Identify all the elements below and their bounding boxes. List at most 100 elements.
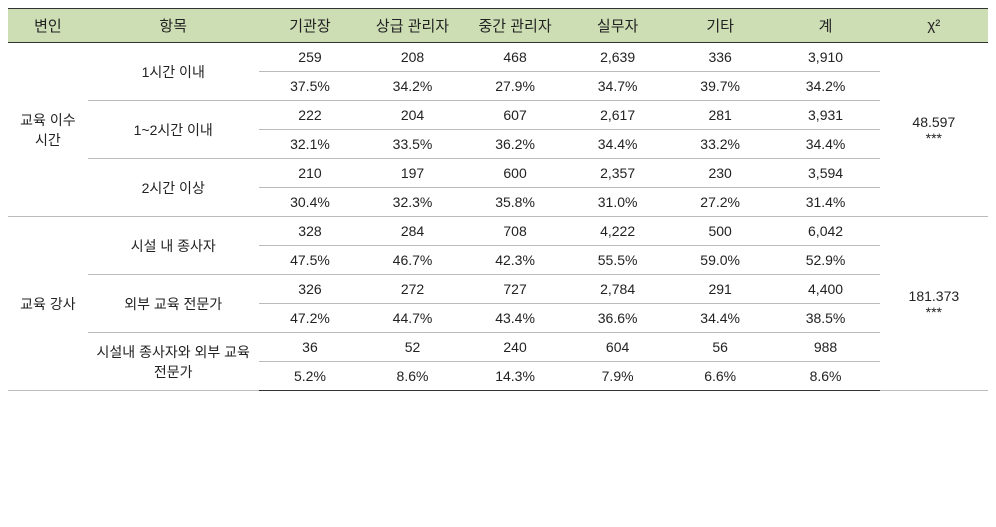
count-cell: 604 bbox=[566, 333, 669, 362]
header-row: 변인 항목 기관장 상급 관리자 중간 관리자 실무자 기타 계 χ² bbox=[8, 9, 988, 43]
header-col-5: 계 bbox=[771, 9, 879, 43]
table-row: 1~2시간 이내2222046072,6172813,931 bbox=[8, 101, 988, 130]
pct-cell: 33.2% bbox=[669, 130, 772, 159]
header-col-3: 실무자 bbox=[566, 9, 669, 43]
pct-cell: 46.7% bbox=[361, 246, 464, 275]
count-cell: 230 bbox=[669, 159, 772, 188]
count-cell: 328 bbox=[259, 217, 362, 246]
pct-cell: 31.4% bbox=[771, 188, 879, 217]
pct-cell: 30.4% bbox=[259, 188, 362, 217]
pct-cell: 27.9% bbox=[464, 72, 567, 101]
count-cell: 336 bbox=[669, 43, 772, 72]
count-cell: 208 bbox=[361, 43, 464, 72]
pct-cell: 35.8% bbox=[464, 188, 567, 217]
count-cell: 988 bbox=[771, 333, 879, 362]
item-cell: 시설 내 종사자 bbox=[88, 217, 259, 275]
item-cell: 2시간 이상 bbox=[88, 159, 259, 217]
pct-cell: 6.6% bbox=[669, 362, 772, 391]
header-col-2: 중간 관리자 bbox=[464, 9, 567, 43]
pct-cell: 34.2% bbox=[771, 72, 879, 101]
header-var: 변인 bbox=[8, 9, 88, 43]
count-cell: 3,910 bbox=[771, 43, 879, 72]
count-cell: 2,639 bbox=[566, 43, 669, 72]
count-cell: 222 bbox=[259, 101, 362, 130]
pct-cell: 34.4% bbox=[669, 304, 772, 333]
pct-cell: 34.4% bbox=[771, 130, 879, 159]
count-cell: 2,617 bbox=[566, 101, 669, 130]
item-cell: 1~2시간 이내 bbox=[88, 101, 259, 159]
table-body: 교육 이수 시간1시간 이내2592084682,6393363,91048.5… bbox=[8, 43, 988, 391]
pct-cell: 34.7% bbox=[566, 72, 669, 101]
header-col-4: 기타 bbox=[669, 9, 772, 43]
pct-cell: 47.2% bbox=[259, 304, 362, 333]
count-cell: 3,594 bbox=[771, 159, 879, 188]
var-cell: 교육 강사 bbox=[8, 217, 88, 391]
count-cell: 468 bbox=[464, 43, 567, 72]
count-cell: 291 bbox=[669, 275, 772, 304]
count-cell: 56 bbox=[669, 333, 772, 362]
pct-cell: 5.2% bbox=[259, 362, 362, 391]
header-chi: χ² bbox=[880, 9, 988, 43]
count-cell: 3,931 bbox=[771, 101, 879, 130]
count-cell: 281 bbox=[669, 101, 772, 130]
chi-cell: 181.373*** bbox=[880, 217, 988, 391]
pct-cell: 52.9% bbox=[771, 246, 879, 275]
header-col-0: 기관장 bbox=[259, 9, 362, 43]
count-cell: 284 bbox=[361, 217, 464, 246]
count-cell: 272 bbox=[361, 275, 464, 304]
table-row: 교육 이수 시간1시간 이내2592084682,6393363,91048.5… bbox=[8, 43, 988, 72]
count-cell: 52 bbox=[361, 333, 464, 362]
count-cell: 708 bbox=[464, 217, 567, 246]
count-cell: 4,400 bbox=[771, 275, 879, 304]
pct-cell: 32.3% bbox=[361, 188, 464, 217]
count-cell: 2,784 bbox=[566, 275, 669, 304]
chi-cell: 48.597*** bbox=[880, 43, 988, 217]
pct-cell: 32.1% bbox=[259, 130, 362, 159]
pct-cell: 47.5% bbox=[259, 246, 362, 275]
count-cell: 500 bbox=[669, 217, 772, 246]
table-row: 시설내 종사자와 외부 교육 전문가365224060456988 bbox=[8, 333, 988, 362]
count-cell: 600 bbox=[464, 159, 567, 188]
pct-cell: 7.9% bbox=[566, 362, 669, 391]
var-cell: 교육 이수 시간 bbox=[8, 43, 88, 217]
pct-cell: 38.5% bbox=[771, 304, 879, 333]
pct-cell: 8.6% bbox=[361, 362, 464, 391]
count-cell: 2,357 bbox=[566, 159, 669, 188]
item-cell: 외부 교육 전문가 bbox=[88, 275, 259, 333]
count-cell: 259 bbox=[259, 43, 362, 72]
count-cell: 204 bbox=[361, 101, 464, 130]
pct-cell: 14.3% bbox=[464, 362, 567, 391]
pct-cell: 36.2% bbox=[464, 130, 567, 159]
count-cell: 197 bbox=[361, 159, 464, 188]
count-cell: 6,042 bbox=[771, 217, 879, 246]
table-row: 2시간 이상2101976002,3572303,594 bbox=[8, 159, 988, 188]
table-row: 외부 교육 전문가3262727272,7842914,400 bbox=[8, 275, 988, 304]
count-cell: 210 bbox=[259, 159, 362, 188]
pct-cell: 34.4% bbox=[566, 130, 669, 159]
header-item: 항목 bbox=[88, 9, 259, 43]
table-row: 교육 강사시설 내 종사자3282847084,2225006,042181.3… bbox=[8, 217, 988, 246]
count-cell: 607 bbox=[464, 101, 567, 130]
count-cell: 326 bbox=[259, 275, 362, 304]
count-cell: 240 bbox=[464, 333, 567, 362]
pct-cell: 44.7% bbox=[361, 304, 464, 333]
pct-cell: 36.6% bbox=[566, 304, 669, 333]
pct-cell: 33.5% bbox=[361, 130, 464, 159]
pct-cell: 55.5% bbox=[566, 246, 669, 275]
pct-cell: 8.6% bbox=[771, 362, 879, 391]
pct-cell: 59.0% bbox=[669, 246, 772, 275]
pct-cell: 31.0% bbox=[566, 188, 669, 217]
pct-cell: 42.3% bbox=[464, 246, 567, 275]
item-cell: 시설내 종사자와 외부 교육 전문가 bbox=[88, 333, 259, 391]
count-cell: 4,222 bbox=[566, 217, 669, 246]
count-cell: 727 bbox=[464, 275, 567, 304]
pct-cell: 27.2% bbox=[669, 188, 772, 217]
header-col-1: 상급 관리자 bbox=[361, 9, 464, 43]
pct-cell: 39.7% bbox=[669, 72, 772, 101]
pct-cell: 34.2% bbox=[361, 72, 464, 101]
pct-cell: 43.4% bbox=[464, 304, 567, 333]
item-cell: 1시간 이내 bbox=[88, 43, 259, 101]
pct-cell: 37.5% bbox=[259, 72, 362, 101]
count-cell: 36 bbox=[259, 333, 362, 362]
stats-table: 변인 항목 기관장 상급 관리자 중간 관리자 실무자 기타 계 χ² 교육 이… bbox=[8, 8, 988, 391]
